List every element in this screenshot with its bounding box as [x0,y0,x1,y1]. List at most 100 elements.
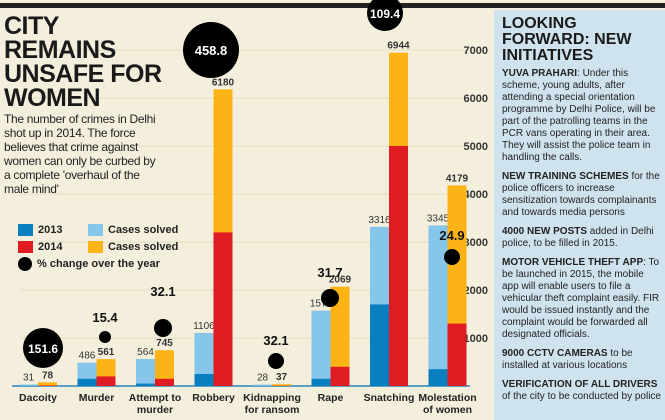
y-tick-label: 4000 [464,189,488,201]
bar-2013-inner [311,378,331,386]
initiative-item: 4000 NEW POSTS added in Delhi police, to… [502,226,661,250]
legend-circle-icon [18,256,32,271]
pct-change-label: 31.7 [317,265,342,280]
initiative-item: YUVA PRAHARI: Under this scheme, young a… [502,68,661,164]
legend-swatch-2013 [18,223,33,236]
category-label-line2: murder [137,404,173,416]
initiative-item: 9000 CCTV CAMERAS to be installed at var… [502,348,661,372]
initiative-body: for the police officers to increase sens… [502,171,660,218]
panel-title: LOOKING FORWARD: NEW INITIATIVES [502,15,632,64]
value-label-2014: 6944 [387,41,410,52]
bar-2014-inner [447,323,467,386]
bar-2014-inner [96,376,116,386]
initiative-head: YUVA PRAHARI [502,68,578,79]
initiative-body: added in Delhi police, to be filled in 2… [502,226,654,249]
y-tick-label: 3000 [464,237,488,249]
category-label: Murder [79,392,115,404]
bar-2014 [272,384,291,386]
value-label-2014: 2069 [329,275,352,286]
bar-2013 [428,225,448,386]
initiative-head: NEW TRAINING SCHEMES [502,171,629,182]
bar-2013-inner [77,378,97,386]
initiative-body: to be installed at various locations [502,348,633,371]
category-label-line2: of women [423,404,472,416]
bar-2013 [311,310,331,386]
legend: 2013 Cases solved 2014 Cases solved % chan… [18,221,178,272]
category-label: Kidnapping [243,392,301,404]
initiative-head: MOTOR VEHICLE THEFT APP [502,257,644,268]
value-label-2014: 37 [276,372,288,383]
bar-2014-inner [155,378,174,386]
pct-change-label: 109.4 [370,7,400,21]
value-label-2013: 486 [79,351,96,362]
initiative-body: of the city to be conducted by police [502,391,661,402]
headline-block: CITY REMAINS UNSAFE FOR WOMEN The number… [4,12,164,197]
pct-change-circle [99,331,111,343]
initiative-body: : To be launched in 2015, the mobile app… [502,257,660,340]
pct-change-circle [367,0,403,31]
initiative-item: MOTOR VEHICLE THEFT APP: To be launched … [502,257,661,341]
legend-2013: 2013 [38,223,63,236]
legend-solved-2013: Cases solved [108,223,179,236]
y-tick-label: 5000 [464,141,488,153]
bar-2014-inner [213,232,233,386]
value-label-2014: 78 [42,370,54,381]
top-rule [0,3,665,8]
category-label: Dacoity [19,392,57,404]
value-label-2013: 3316 [368,215,391,226]
category-label-line2: for ransom [245,404,300,416]
bar-2013 [19,384,38,386]
pct-change-circle [23,328,63,368]
initiative-item: VERIFICATION OF ALL DRIVERS of the city … [502,379,661,403]
bar-2013 [194,332,214,386]
bar-2014 [38,382,57,386]
category-label: Rape [318,392,344,404]
value-label-2013: 28 [257,373,269,384]
bar-2014-inner [389,146,408,386]
bar-2013 [136,358,155,386]
initiatives-panel: LOOKING FORWARD: NEW INITIATIVES YUVA PR… [494,10,665,420]
value-label-2013: 31 [23,373,35,384]
value-label-2013: 564 [137,347,154,358]
pct-change-label: 15.4 [92,310,118,325]
bar-2014 [155,350,174,386]
value-label-2014: 6180 [212,77,235,88]
category-label: Attempt to [129,392,182,404]
y-tick-label: 2000 [464,285,488,297]
initiative-head: 4000 NEW POSTS [502,226,588,237]
value-label-2014: 745 [156,338,173,349]
pct-change-circle [154,319,172,337]
bar-2013-inner [428,369,448,386]
pct-change-circle [321,289,339,307]
pct-change-circle [268,353,284,369]
category-label: Molestation [418,392,476,404]
legend-swatch-2014 [18,240,33,253]
pct-change-circle [444,249,460,265]
initiative-item: NEW TRAINING SCHEMES for the police offi… [502,171,661,219]
y-tick-label: 1000 [464,333,488,345]
category-label: Robbery [192,392,235,404]
bar-chart: 1000 2000 3000 4000 5000 6000 7000 31 78 Dacoity 1… [12,0,488,416]
pct-change-label: 24.9 [439,228,464,243]
initiative-head: VERIFICATION OF ALL DRIVERS [502,379,658,390]
intro-text: The number of crimes in Delhi shot up in… [4,112,156,196]
pct-change-circle [183,22,239,78]
legend-swatch-solved-2014 [88,240,103,253]
pct-change-label: 151.6 [28,342,58,356]
bar-2013-inner [194,374,214,386]
page-title: CITY REMAINS UNSAFE FOR WOMEN [4,12,162,112]
pct-change-label: 458.8 [195,43,228,58]
bar-2013-inner [136,383,155,386]
y-tick-label: 7000 [464,45,488,57]
value-label-2014: 561 [98,347,115,358]
y-tick-label: 6000 [464,93,488,105]
initiative-head: 9000 CCTV CAMERAS [502,348,608,359]
legend-2014: 2014 [38,240,63,253]
bar-2013 [253,384,272,386]
value-label-2013: 1106 [193,321,215,332]
value-label-2014: 4179 [446,173,469,184]
category-label: Snatching [364,392,415,404]
pct-change-label: 32.1 [150,284,175,299]
bar-2014-inner [330,366,350,386]
bar-2013-inner [370,304,389,386]
